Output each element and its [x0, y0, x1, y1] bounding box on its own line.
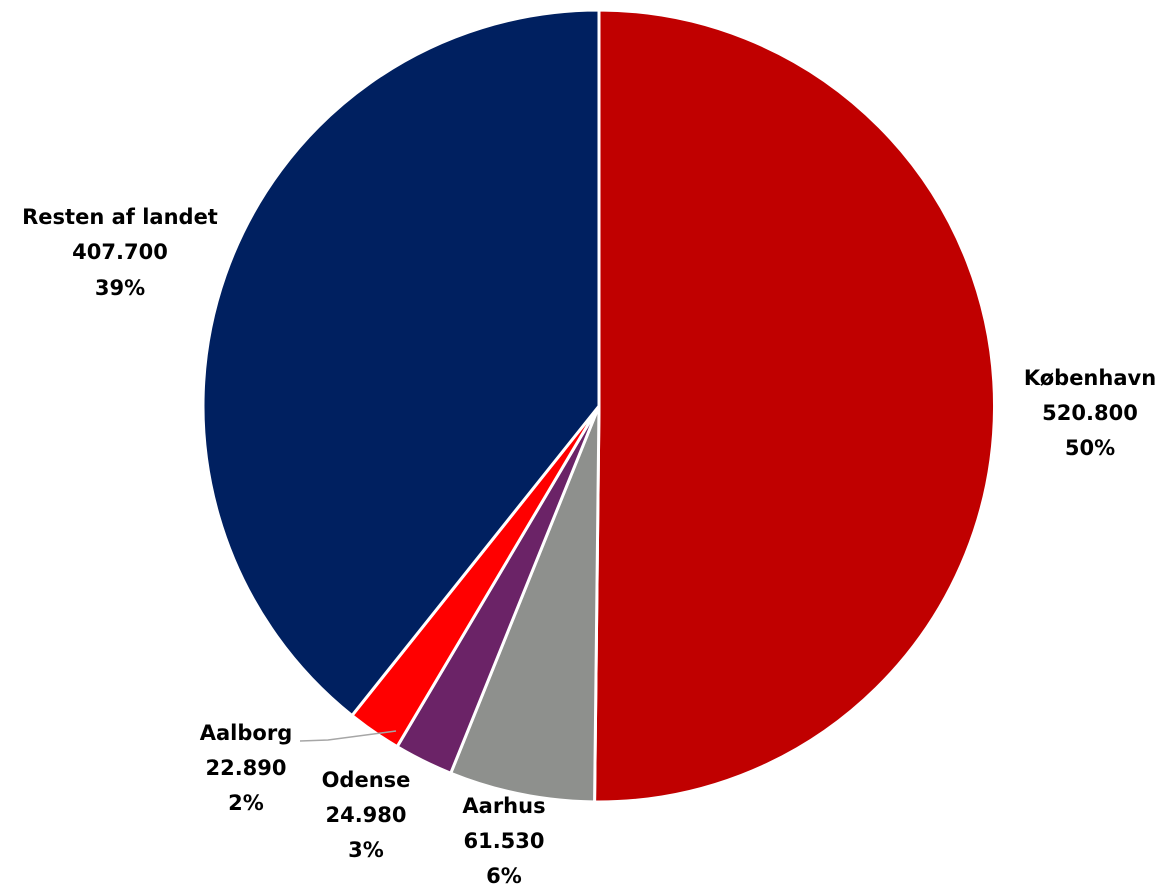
slice-percent-odense: 3% [348, 838, 384, 862]
pie-slices [201, 8, 997, 804]
pie-slice-aarhus [448, 405, 601, 804]
slice-name-kobenhavn: København [1024, 366, 1156, 390]
slice-name-aalborg: Aalborg [200, 721, 292, 745]
leader-lines [299, 730, 397, 742]
leader-line-aalborg [299, 730, 397, 742]
slice-value-kobenhavn: 520.800 [1042, 401, 1138, 425]
pie-slice-kobenhavn [593, 8, 997, 804]
slice-value-resten-af-landet: 407.700 [72, 240, 168, 264]
label-resten-af-landet: Resten af landet 407.700 39% [22, 205, 218, 300]
slice-value-aalborg: 22.890 [205, 756, 286, 780]
label-kobenhavn: København 520.800 50% [1024, 366, 1156, 460]
slice-value-odense: 24.980 [325, 803, 406, 827]
slice-percent-aalborg: 2% [228, 791, 264, 815]
slice-name-aarhus: Aarhus [462, 794, 545, 818]
slice-value-aarhus: 61.530 [463, 829, 544, 853]
slice-name-odense: Odense [322, 768, 411, 792]
slice-percent-resten-af-landet: 39% [95, 276, 145, 300]
pie-slice-resten-af-landet [201, 8, 601, 718]
slice-percent-kobenhavn: 50% [1065, 436, 1115, 460]
label-odense: Odense 24.980 3% [322, 768, 411, 862]
label-aalborg: Aalborg 22.890 2% [200, 721, 292, 815]
slice-percent-aarhus: 6% [486, 864, 522, 888]
label-aarhus: Aarhus 61.530 6% [462, 794, 545, 888]
slice-name-resten-af-landet: Resten af landet [22, 205, 218, 229]
